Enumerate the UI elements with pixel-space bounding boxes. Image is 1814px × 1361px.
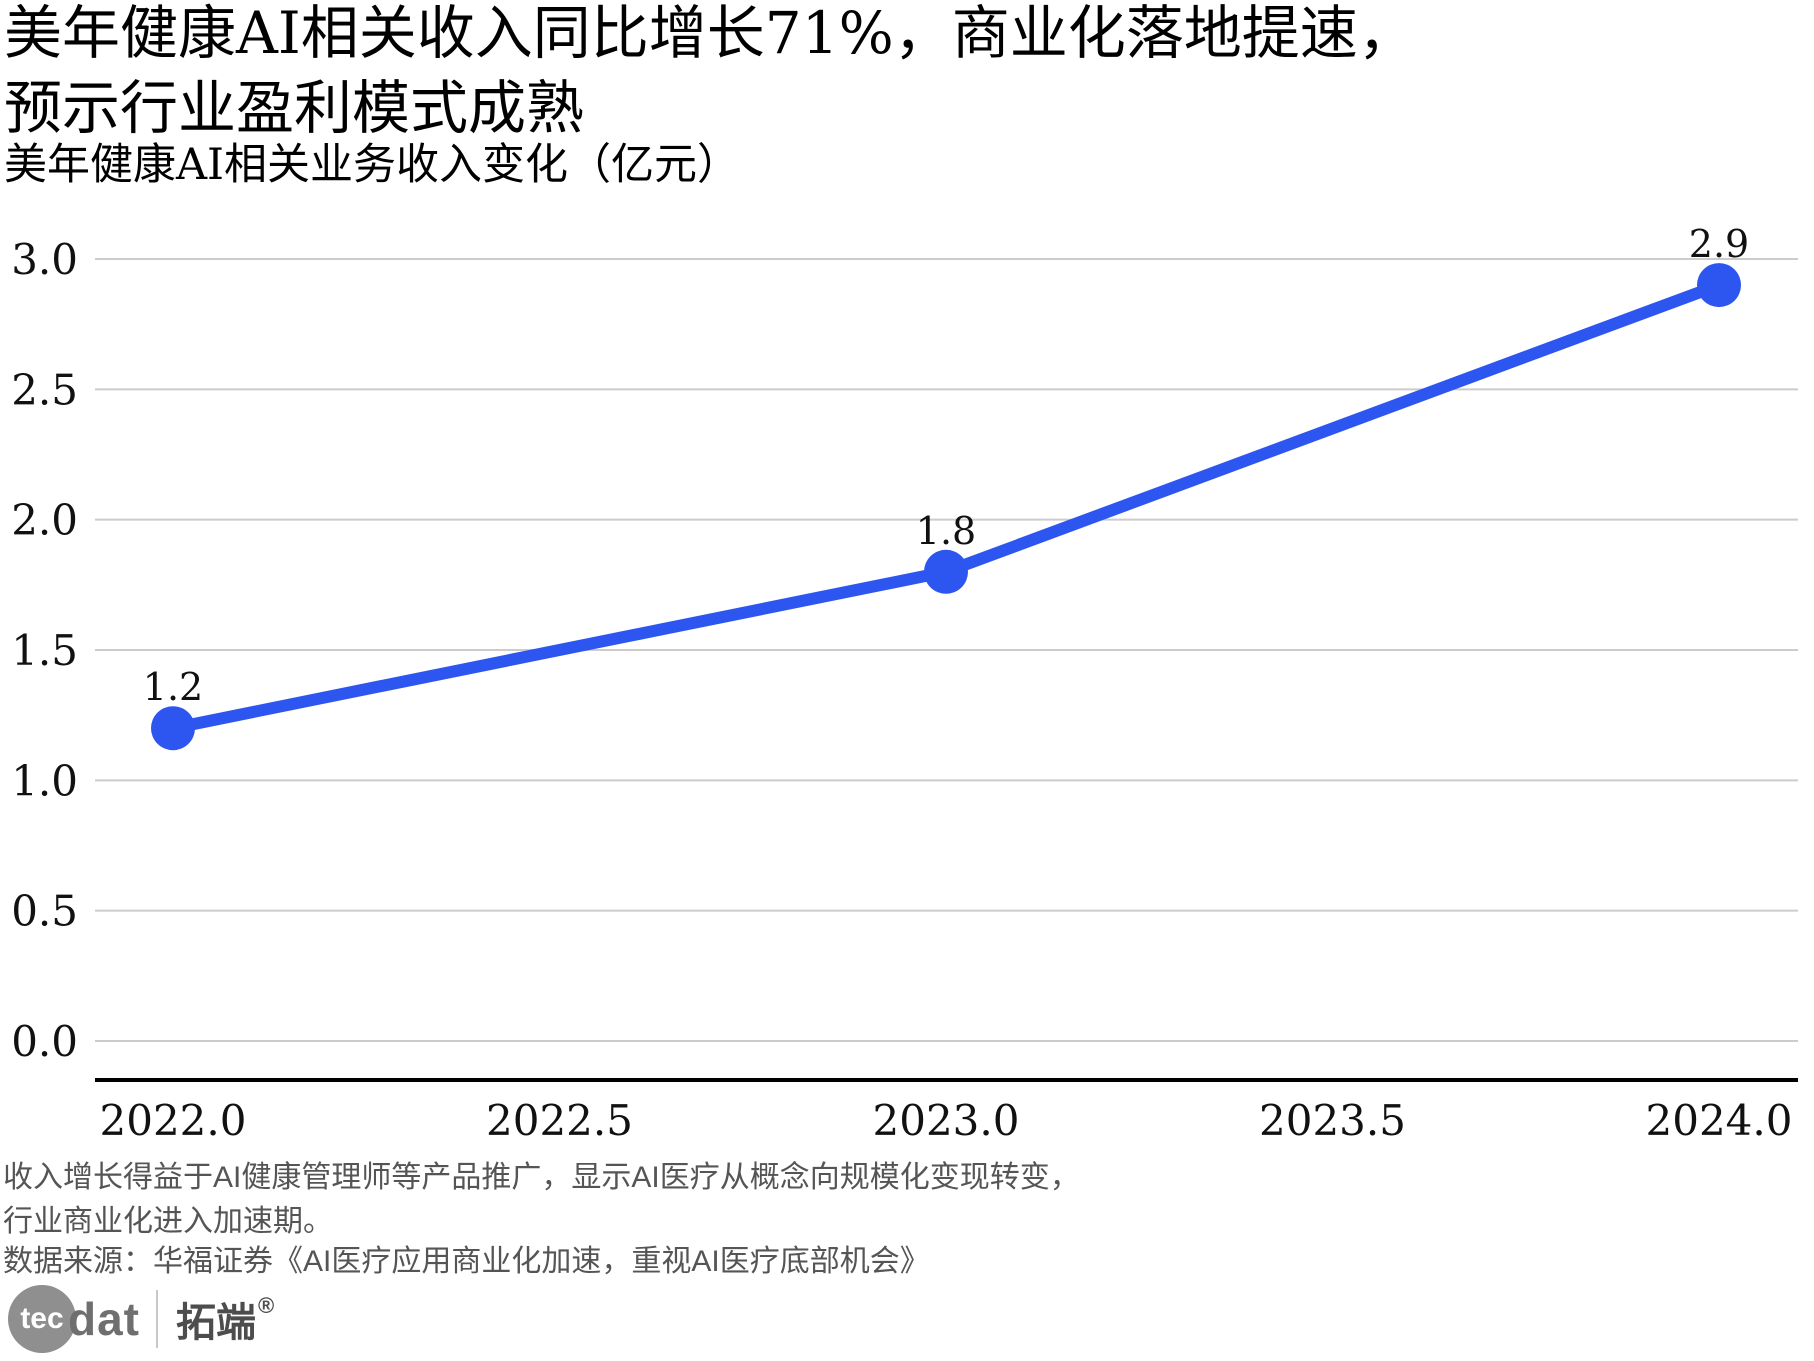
data-point [924, 549, 968, 594]
data-point-label: 1.8 [916, 509, 976, 553]
y-tick-label: 1.0 [11, 756, 78, 805]
x-tick-label: 2022.0 [100, 1096, 247, 1145]
x-tick-label: 2022.5 [486, 1096, 633, 1145]
chart-subtitle: 美年健康AI相关业务收入变化（亿元） [4, 140, 741, 190]
y-tick-label: 0.5 [11, 887, 78, 936]
y-tick-label: 2.5 [11, 365, 78, 414]
footer-note: 收入增长得益于AI健康管理师等产品推广，显示AI医疗从概念向规模化变现转变，行业… [3, 1161, 1080, 1238]
y-tick-label: 1.5 [11, 626, 78, 675]
x-tick-label: 2024.0 [1646, 1096, 1793, 1145]
tecdat-logo-dat: dat [68, 1293, 140, 1345]
data-point [151, 706, 195, 751]
logo-divider [156, 1290, 158, 1348]
registered-trademark-icon: ® [258, 1293, 275, 1318]
tecdat-brand-name: 拓端 [176, 1301, 256, 1345]
x-tick-label: 2023.0 [873, 1096, 1020, 1145]
page-title: 美年健康AI相关收入同比增长71%，商业化落地提速，预示行业盈利模式成熟 [4, 0, 1416, 142]
x-tick-label: 2023.5 [1259, 1096, 1406, 1145]
tecdat-logo-circle: tec [8, 1285, 76, 1353]
y-tick-label: 3.0 [11, 235, 78, 284]
y-tick-label: 0.0 [11, 1017, 78, 1066]
data-point-label: 1.2 [143, 665, 203, 709]
y-tick-label: 2.0 [11, 496, 78, 545]
trend-line [167, 279, 1725, 735]
tecdat-logo: tec dat 拓端 ® [8, 1283, 274, 1355]
footer-source: 数据来源：华福证券《AI医疗应用商业化加速，重视AI医疗底部机会》 [3, 1245, 930, 1278]
data-point-label: 2.9 [1689, 222, 1749, 266]
data-point [1697, 263, 1741, 308]
tecdat-logo-tec: tec [20, 1302, 64, 1335]
